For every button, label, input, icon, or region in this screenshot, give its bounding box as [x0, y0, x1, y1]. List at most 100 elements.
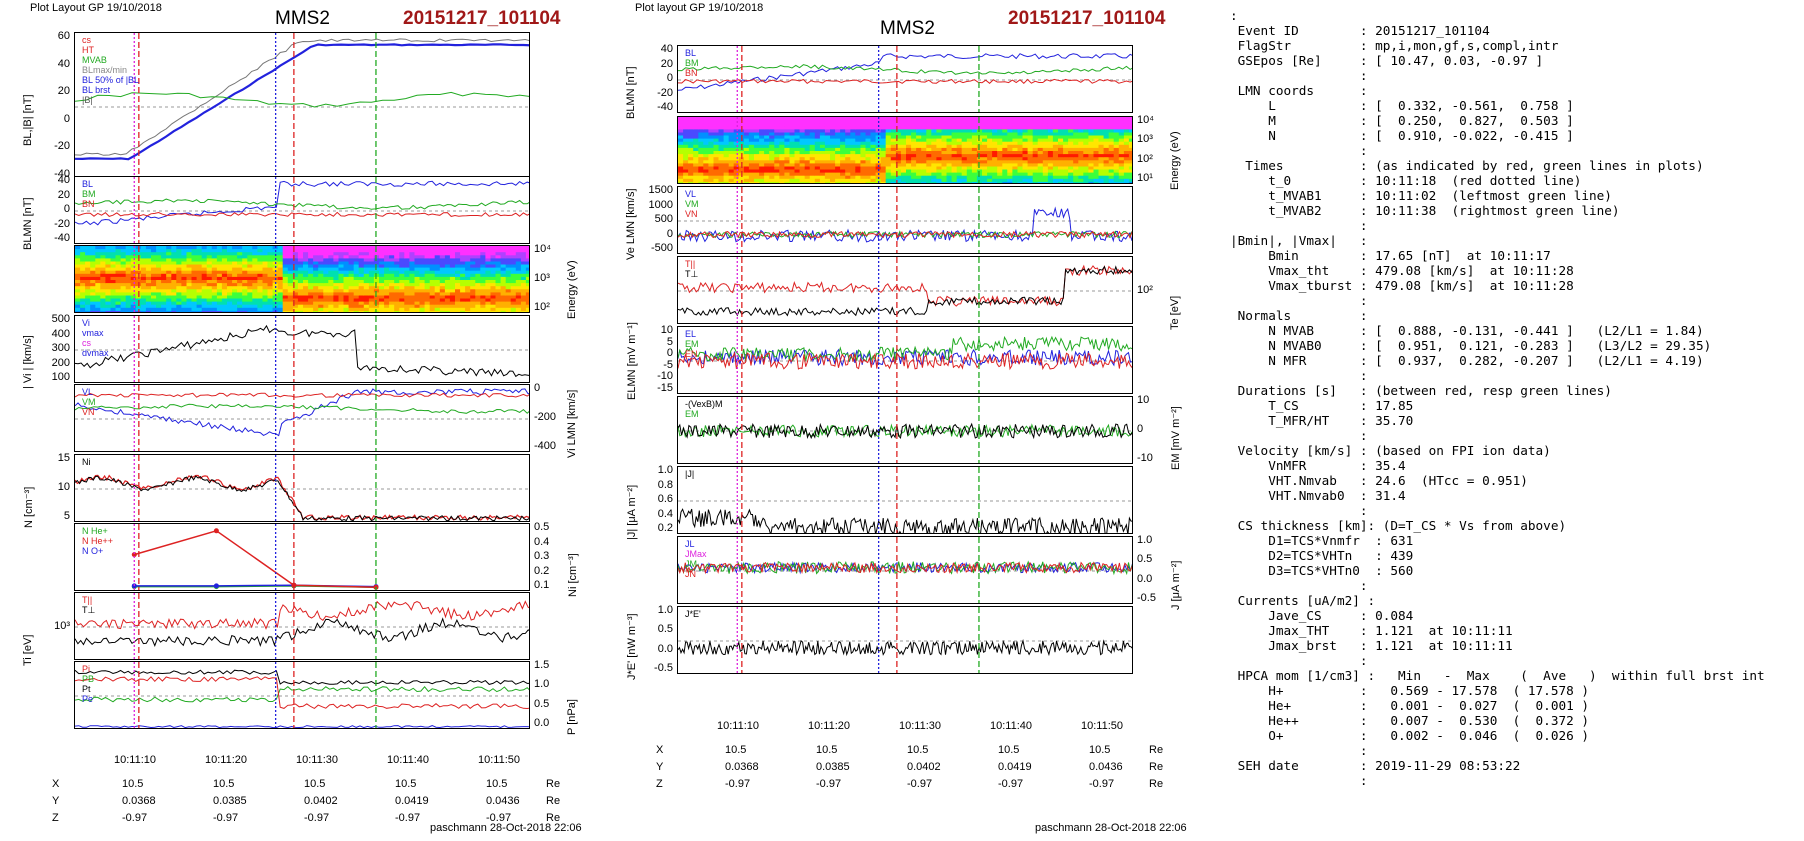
spectrogram-cell: [211, 276, 218, 281]
spectrogram-cell: [525, 307, 529, 312]
spectrogram-cell: [784, 181, 790, 183]
spectrogram-cell: [748, 126, 755, 130]
spectrogram-cell: [870, 141, 877, 146]
summary-line: :: [1230, 8, 1238, 23]
spectrogram-cell: [181, 301, 187, 306]
spectrogram-cell: [475, 261, 481, 266]
spectrogram-cell: [363, 283, 370, 287]
spectrogram-cell: [257, 276, 263, 281]
spectrogram-cell: [237, 276, 243, 281]
spectrogram-cell: [850, 117, 856, 121]
spectrogram-cell: [227, 292, 233, 296]
spectrogram-cell: [444, 295, 451, 300]
spectrogram-cell: [698, 157, 704, 161]
spectrogram-cell: [120, 307, 127, 312]
spectrogram-cell: [449, 310, 456, 312]
spectrogram-cell: [161, 301, 167, 306]
spectrogram-cell: [890, 181, 897, 183]
spectrogram-cell: [956, 175, 963, 180]
spectrogram-cell: [860, 129, 866, 133]
spectrogram-cell: [277, 304, 284, 309]
spectrogram-cell: [449, 304, 456, 309]
spectrogram-cell: [830, 147, 836, 152]
spectrogram-cell: [379, 249, 385, 253]
spectrogram-cell: [1022, 135, 1029, 140]
spectrogram-cell: [693, 141, 699, 146]
spectrogram-cell: [500, 304, 507, 309]
spectrogram-cell: [460, 270, 466, 275]
spectrogram-cell: [303, 255, 309, 259]
spectrogram-cell: [444, 280, 451, 284]
spectrogram-cell: [135, 295, 142, 300]
spectrogram-cell: [282, 286, 289, 290]
y-axis-label: J*E' [nW m⁻³]: [626, 613, 638, 680]
spectrogram-cell: [495, 307, 502, 312]
spectrogram-cell: [267, 255, 274, 259]
summary-line: N MVAB0 : [ 0.951, 0.121, -0.283 ] (L3/L…: [1268, 338, 1712, 353]
spectrogram-cell: [961, 135, 968, 140]
spectrogram-cell: [95, 301, 101, 306]
spectrogram-cell: [799, 141, 806, 146]
spectrogram-cell: [105, 264, 111, 269]
spectrogram-cell: [125, 249, 132, 253]
spectrogram-cell: [75, 258, 81, 262]
spectrogram-cell: [1078, 141, 1084, 146]
spectrogram-cell: [1012, 123, 1018, 127]
spectrogram-cell: [885, 123, 892, 127]
y-tick-label: 10¹: [1137, 172, 1153, 184]
spectrogram-cell: [191, 273, 198, 278]
spectrogram-cell: [1052, 175, 1059, 180]
spectrogram-cell: [166, 249, 172, 253]
spectrogram-cell: [237, 280, 243, 284]
spectrogram-cell: [865, 169, 872, 174]
position-value: 0.0419: [998, 761, 1032, 773]
spectrogram-cell: [287, 252, 294, 256]
spectrogram-cell: [1083, 169, 1089, 174]
spectrogram-cell: [181, 261, 187, 266]
spectrogram-cell: [830, 172, 836, 177]
spectrogram-cell: [424, 255, 431, 259]
spectrogram-cell: [890, 117, 897, 121]
spectrogram-cell: [85, 258, 91, 262]
spectrogram-cell: [921, 132, 927, 137]
spectrogram-cell: [257, 249, 263, 253]
spectrogram-cell: [379, 273, 385, 278]
spectrogram-cell: [956, 166, 963, 171]
spectrogram-cell: [946, 172, 953, 177]
spectrogram-cell: [748, 157, 755, 161]
spectrogram-cell: [885, 147, 892, 152]
spectrogram-cell: [1068, 123, 1074, 127]
spectrogram-cell: [845, 120, 851, 124]
spectrogram-cell: [297, 304, 304, 309]
spectrogram-cell: [754, 169, 760, 174]
spectrogram-cell: [759, 147, 765, 152]
spectrogram-cell: [399, 307, 405, 312]
spectrogram-cell: [1083, 175, 1089, 180]
spectrogram-cell: [308, 252, 314, 256]
spectrogram-cell: [525, 252, 529, 256]
spectrogram-cell: [1073, 135, 1079, 140]
spectrogram-cell: [1093, 181, 1100, 183]
spectrogram-cell: [475, 280, 481, 284]
spectrogram-cell: [252, 280, 258, 284]
spectrogram-cell: [814, 120, 821, 124]
spectrogram-cell: [860, 169, 866, 174]
spectrogram-cell: [1103, 154, 1110, 158]
spectrogram-cell: [460, 283, 466, 287]
spectrogram-cell: [475, 304, 481, 309]
spectrogram-cell: [835, 157, 841, 161]
spectrogram-cell: [1032, 154, 1039, 158]
spectrogram-cell: [500, 261, 507, 266]
spectrogram-cell: [870, 126, 877, 130]
spectrogram-cell: [1068, 178, 1074, 183]
spectrogram-cell: [277, 298, 284, 303]
spectrogram-cell: [678, 120, 684, 124]
spectrogram-cell: [835, 163, 841, 167]
spectrogram-cell: [900, 154, 907, 158]
spectrogram-cell: [297, 255, 304, 259]
spectrogram-cell: [525, 280, 529, 284]
spectrogram-cell: [911, 120, 917, 124]
spectrogram-cell: [1007, 138, 1013, 143]
spectrogram-cell: [515, 246, 522, 250]
panel-legend-entry: VL: [82, 387, 94, 397]
